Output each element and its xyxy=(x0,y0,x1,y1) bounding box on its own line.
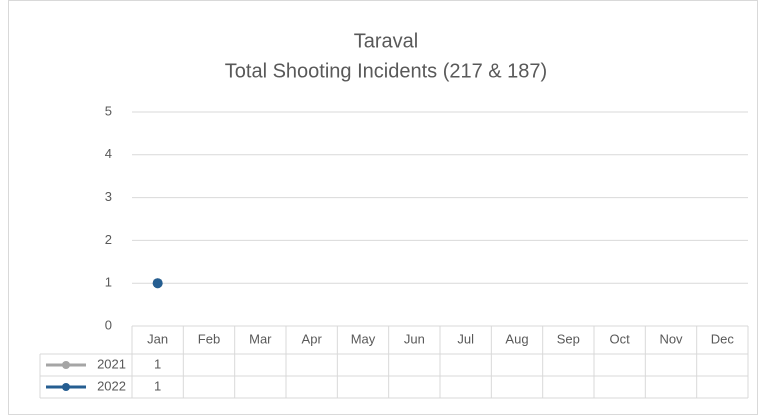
x-tick-label: Dec xyxy=(711,331,735,346)
y-tick-label: 4 xyxy=(105,146,112,161)
x-tick-label: Nov xyxy=(659,331,683,346)
x-tick-label: Aug xyxy=(505,331,528,346)
chart-border xyxy=(8,0,758,415)
y-tick-label: 2 xyxy=(105,232,112,247)
point xyxy=(152,278,163,289)
x-tick-label: Oct xyxy=(610,331,631,346)
x-tick-label: Sep xyxy=(557,331,580,346)
x-tick-label: Jan xyxy=(147,331,168,346)
legend-marker xyxy=(62,383,70,391)
table-value: 1 xyxy=(154,378,161,393)
chart-title: Taraval xyxy=(354,30,418,52)
y-tick-label: 3 xyxy=(105,189,112,204)
x-tick-label: Jun xyxy=(404,331,425,346)
legend-marker xyxy=(62,361,70,369)
chart-subtitle: Total Shooting Incidents (217 & 187) xyxy=(225,60,547,82)
x-tick-label: Jul xyxy=(457,331,474,346)
y-tick-label: 5 xyxy=(105,103,112,118)
legend-label: 2022 xyxy=(97,378,126,393)
y-tick-label: 1 xyxy=(105,275,112,290)
table-value: 1 xyxy=(154,356,161,371)
x-tick-label: Apr xyxy=(302,331,323,346)
x-tick-label: May xyxy=(351,331,376,346)
x-tick-label: Mar xyxy=(249,331,272,346)
y-tick-label: 0 xyxy=(105,317,112,332)
legend-label: 2021 xyxy=(97,356,126,371)
x-tick-label: Feb xyxy=(198,331,220,346)
